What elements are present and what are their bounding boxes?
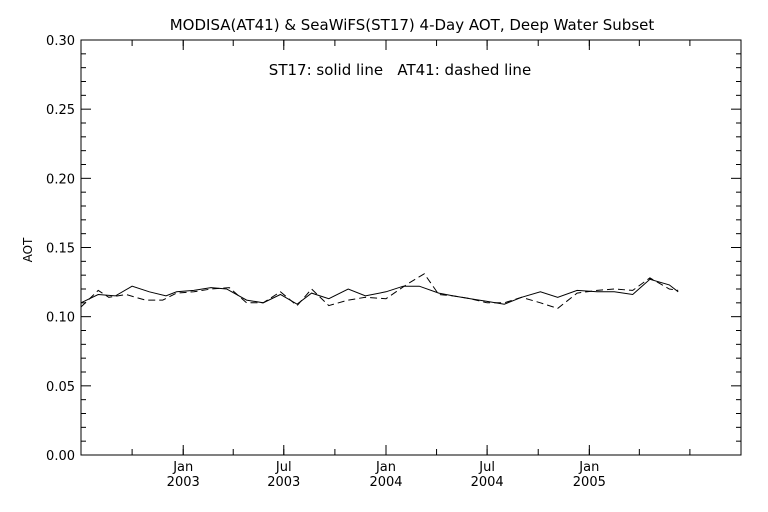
y-tick-label: 0.10 bbox=[46, 311, 75, 326]
chart-title: MODISA(AT41) & SeaWiFS(ST17) 4-Day AOT, … bbox=[170, 16, 655, 34]
y-axis-label: AOT bbox=[21, 237, 35, 262]
x-tick-month-label: Jan bbox=[172, 460, 193, 475]
x-tick-year-label: 2003 bbox=[167, 475, 200, 490]
x-tick-month-label: Jul bbox=[478, 460, 495, 475]
y-tick-label: 0.05 bbox=[46, 380, 75, 395]
series-line-st17 bbox=[80, 278, 679, 305]
y-tick-label: 0.00 bbox=[46, 449, 75, 464]
x-tick-year-label: 2003 bbox=[267, 475, 300, 490]
series-line-at41 bbox=[80, 273, 679, 309]
y-tick-label: 0.25 bbox=[46, 103, 75, 118]
y-axis-ticks: 0.00 0.05 0.10 0.15 0.20 0.25 0.30 bbox=[46, 34, 741, 464]
y-tick-label: 0.15 bbox=[46, 242, 75, 257]
x-tick-month-label: Jan bbox=[578, 460, 599, 475]
x-tick-year-label: 2005 bbox=[573, 475, 606, 490]
plot-frame bbox=[80, 39, 742, 456]
x-tick-month-label: Jan bbox=[375, 460, 396, 475]
y-tick-label: 0.20 bbox=[46, 172, 75, 187]
x-tick-year-label: 2004 bbox=[471, 475, 504, 490]
series-annotation: ST17: solid line AT41: dashed line bbox=[269, 61, 531, 79]
x-tick-month-label: Jul bbox=[275, 460, 292, 475]
x-tick-year-label: 2004 bbox=[369, 475, 402, 490]
y-tick-label: 0.30 bbox=[46, 34, 75, 49]
series-lines bbox=[80, 273, 679, 309]
